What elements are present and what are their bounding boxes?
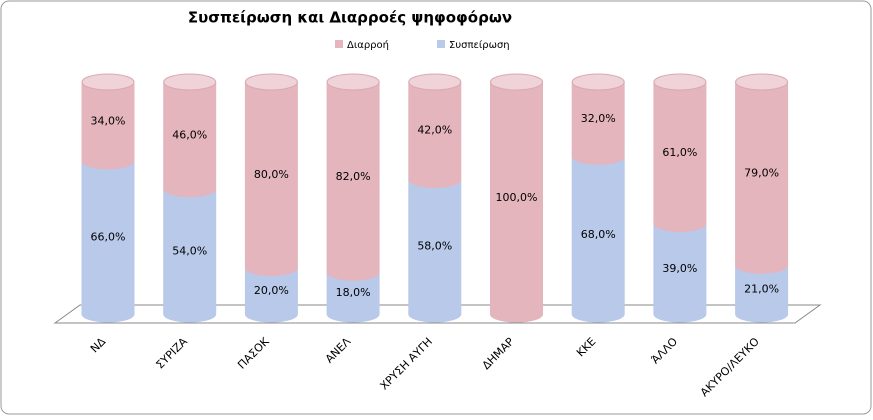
chart-title: Συσπείρωση και Διαρροές ψηφοφόρων [188, 9, 512, 27]
value-label: 42,0% [417, 124, 452, 137]
value-label: 54,0% [172, 244, 207, 257]
value-label: 80,0% [254, 168, 289, 181]
cylinder-top [490, 73, 543, 91]
legend-label: Συσπείρωση [449, 39, 510, 51]
value-label: 68,0% [581, 228, 616, 241]
cylinder-top [163, 73, 217, 91]
value-label: 20,0% [254, 284, 289, 297]
value-label: 21,0% [744, 283, 779, 296]
value-label: 61,0% [662, 146, 697, 159]
legend-label: Διαρροή [347, 39, 389, 51]
cylinder-top [653, 73, 707, 91]
value-label: 79,0% [744, 167, 779, 180]
value-label: 39,0% [662, 262, 697, 275]
legend: Διαρροή Συσπείρωση [335, 39, 510, 51]
value-label: 18,0% [336, 286, 371, 299]
value-label: 34,0% [91, 114, 126, 127]
cylinder-top [571, 73, 625, 91]
cylinder-top [326, 73, 380, 91]
cylinder-top [244, 73, 298, 91]
value-label: 100,0% [496, 191, 538, 204]
value-label: 66,0% [91, 230, 126, 243]
legend-swatch [335, 40, 343, 48]
cylinder-top [408, 73, 462, 91]
value-label: 32,0% [581, 112, 616, 125]
value-label: 82,0% [336, 170, 371, 183]
legend-swatch [437, 40, 445, 48]
cylinder-top [735, 73, 789, 91]
cylinder-top [81, 73, 135, 91]
value-label: 46,0% [172, 128, 207, 141]
value-label: 58,0% [417, 240, 452, 253]
